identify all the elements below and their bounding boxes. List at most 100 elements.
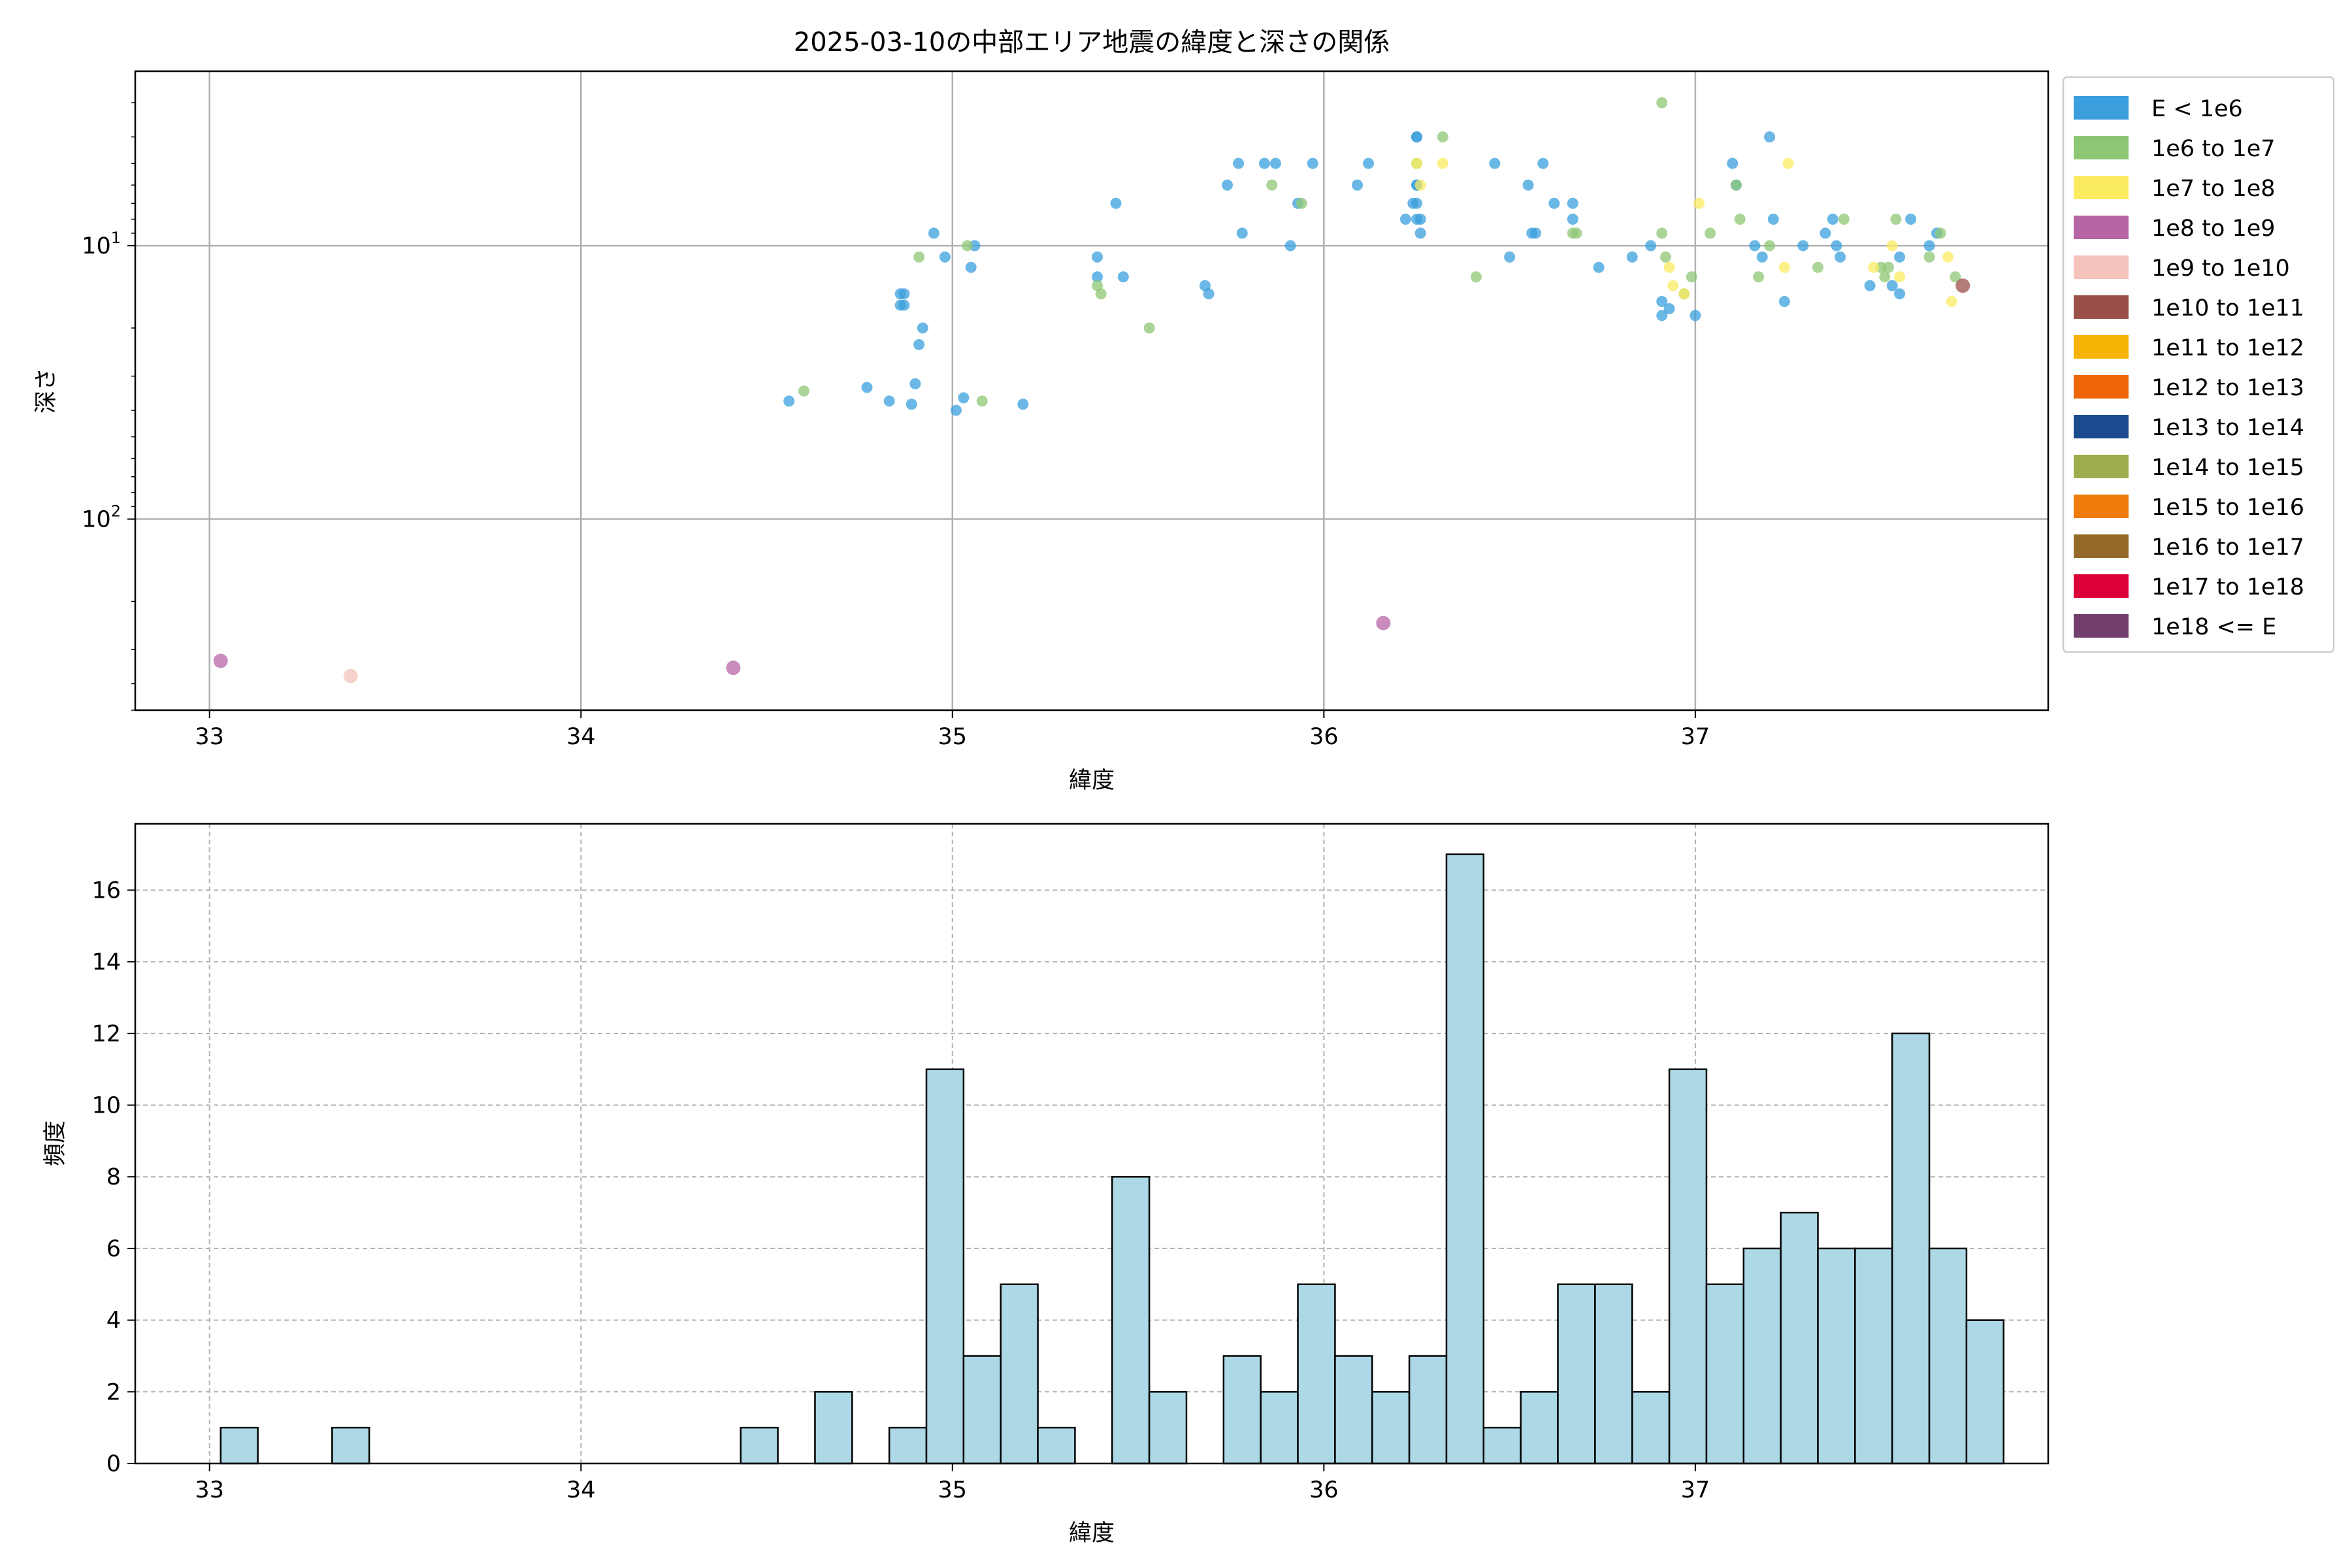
scatter-x-tick-label: 34 <box>566 724 596 750</box>
histogram-bar <box>1965 1319 2005 1465</box>
scatter-point <box>1470 271 1482 283</box>
scatter-point <box>1686 271 1697 283</box>
scatter-point <box>1894 288 1906 300</box>
scatter-point <box>1749 240 1761 252</box>
scatter-point <box>1352 179 1364 191</box>
legend-label: 1e10 to 1e11 <box>2151 295 2304 321</box>
legend-label: 1e16 to 1e17 <box>2151 534 2304 561</box>
scatter-point <box>1017 399 1029 410</box>
scatter-point <box>1678 288 1690 300</box>
histogram-bar <box>962 1355 1002 1465</box>
scatter-y-ticks: 101 102 <box>82 102 135 711</box>
scatter-point <box>1203 288 1215 300</box>
scatter-point <box>1537 157 1549 169</box>
scatter-point <box>1923 251 1935 263</box>
scatter-point <box>1942 251 1953 263</box>
histogram-bar <box>1780 1211 1819 1465</box>
scatter-point <box>1656 97 1668 108</box>
scatter-point <box>1095 288 1107 300</box>
histogram-bar <box>1817 1247 1856 1465</box>
scatter-point <box>1730 179 1742 191</box>
scatter-grid <box>135 71 2048 710</box>
histogram-y-ticks: 0 2 4 6 8 10 12 14 16 <box>91 877 135 1477</box>
scatter-point <box>1284 240 1296 252</box>
legend-label: 1e15 to 1e16 <box>2151 495 2304 521</box>
scatter-legend: E < 1e6 1e6 to 1e7 1e7 to 1e8 1e8 to 1e9 1e9… <box>2062 76 2335 653</box>
scatter-point <box>1376 615 1391 630</box>
histogram-x-tick-label: 33 <box>195 1477 224 1503</box>
histogram-bar <box>1705 1283 1745 1465</box>
histogram-bar <box>331 1426 370 1465</box>
legend-label: 1e18 <= E <box>2151 614 2276 640</box>
scatter-y-tick-label: 102 <box>82 502 121 533</box>
scatter-point <box>1399 214 1411 225</box>
scatter-point <box>1868 261 1880 273</box>
scatter-point <box>1117 271 1129 283</box>
histogram-x-label: 緯度 <box>1069 1520 1115 1546</box>
legend-label: 1e13 to 1e14 <box>2151 415 2304 441</box>
histogram-bar <box>740 1426 779 1465</box>
histogram-bar <box>1148 1391 1188 1465</box>
scatter-y-label: 深さ <box>33 368 59 414</box>
scatter-point <box>1827 214 1838 225</box>
histogram-bar <box>1557 1283 1596 1465</box>
scatter-point <box>883 395 895 407</box>
scatter-point <box>1269 157 1281 169</box>
legend-label: 1e12 to 1e13 <box>2151 375 2304 401</box>
scatter-point <box>1414 227 1426 239</box>
scatter-point <box>1946 295 1957 307</box>
scatter-point <box>1886 240 1898 252</box>
histogram-bar <box>1000 1283 1039 1465</box>
legend-frame <box>2062 76 2335 653</box>
histogram-bar <box>1222 1355 1262 1465</box>
histogram-x-tick-label: 34 <box>566 1477 596 1503</box>
histogram-bar <box>1037 1426 1076 1465</box>
legend-swatch <box>2074 136 2129 159</box>
histogram-bar <box>220 1426 259 1465</box>
scatter-point <box>1838 214 1850 225</box>
scatter-point <box>1411 131 1422 143</box>
histogram-bar <box>1742 1247 1782 1465</box>
scatter-point <box>343 668 358 683</box>
histogram-y-tick-label: 14 <box>91 949 121 975</box>
scatter-point <box>1667 280 1679 291</box>
scatter-point <box>909 378 921 389</box>
scatter-point <box>213 653 228 668</box>
histogram-plot-frame <box>134 823 2050 1465</box>
histogram-bar <box>1668 1068 1708 1465</box>
legend-swatch <box>2074 295 2129 319</box>
histogram-bar <box>1928 1247 1968 1465</box>
scatter-point <box>798 385 809 397</box>
scatter-point <box>1764 240 1776 252</box>
scatter-point <box>1864 280 1876 291</box>
histogram-bar <box>1408 1355 1448 1465</box>
scatter-point <box>1258 157 1270 169</box>
scatter-x-label: 緯度 <box>1069 768 1115 794</box>
scatter-point <box>1092 251 1103 263</box>
scatter-point <box>1753 271 1765 283</box>
scatter-point <box>1571 227 1582 239</box>
scatter-point <box>1504 251 1516 263</box>
histogram-bar <box>1260 1391 1299 1465</box>
scatter-point <box>1414 214 1426 225</box>
histogram-y-tick-label: 6 <box>106 1236 121 1262</box>
scatter-point <box>1950 271 1961 283</box>
scatter-point <box>1812 261 1824 273</box>
scatter-point <box>1307 157 1318 169</box>
histogram-chart: 33 34 35 36 37 0 2 4 6 8 10 12 14 16 緯度 頻度 <box>42 823 2050 1546</box>
scatter-point <box>726 661 741 676</box>
legend-swatch <box>2074 375 2129 399</box>
legend-label: 1e14 to 1e15 <box>2151 455 2304 481</box>
scatter-point <box>1879 271 1891 283</box>
scatter-point <box>1831 240 1842 252</box>
scatter-points <box>213 97 1970 683</box>
scatter-point <box>1266 179 1278 191</box>
scatter-point <box>1522 179 1534 191</box>
histogram-bar <box>1371 1391 1411 1465</box>
legend-swatch <box>2074 614 2129 638</box>
histogram-x-tick-label: 37 <box>1681 1477 1710 1503</box>
scatter-point <box>1411 197 1422 209</box>
scatter-point <box>913 338 925 350</box>
scatter-point <box>1659 251 1671 263</box>
scatter-point <box>1222 179 1233 191</box>
